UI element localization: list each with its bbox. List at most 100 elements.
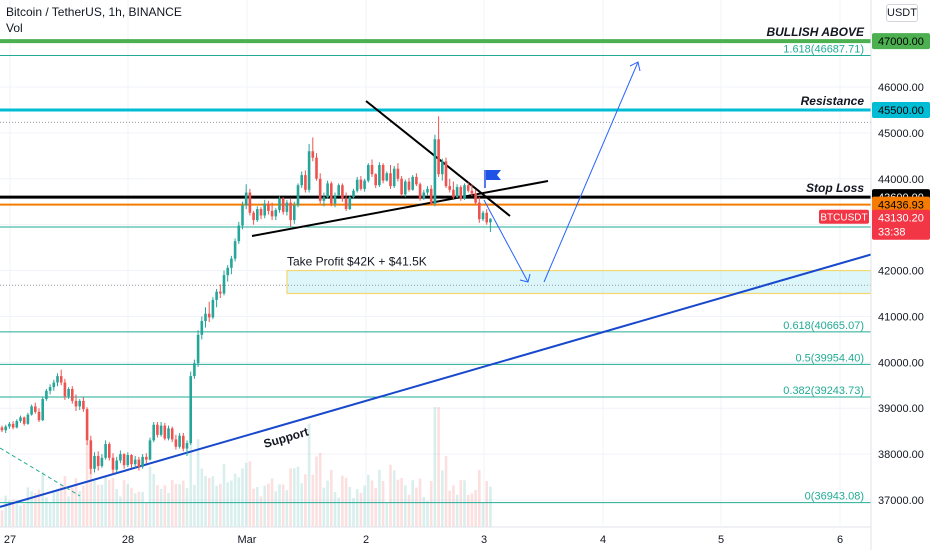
fib-label: 0(36943.08) [805, 491, 864, 503]
volume-bar [307, 423, 311, 527]
volume-bar [204, 476, 207, 527]
volume-bar [318, 453, 322, 527]
candle-body [59, 376, 63, 383]
candle-body [363, 180, 366, 189]
volume-bar [429, 481, 433, 527]
candle-body [145, 456, 148, 460]
candle-body [293, 205, 296, 221]
candle-body [0, 427, 4, 431]
candle-body [367, 165, 370, 181]
fib-label: 0.382(39243.73) [783, 385, 864, 397]
volume-bar [422, 497, 426, 527]
candle-body [156, 424, 159, 435]
volume-bar [481, 503, 485, 527]
volume-bar [466, 495, 470, 527]
candle-body [485, 212, 488, 223]
candle-body [74, 400, 78, 407]
volume-bar [441, 470, 444, 527]
candle-body [119, 454, 122, 461]
volume-bar [119, 496, 122, 527]
take-profit-zone [286, 269, 872, 295]
candle-body [389, 173, 392, 187]
volume-bar [263, 485, 266, 527]
projection-arrow-down [483, 199, 529, 283]
y-tick-label: 37000.00 [878, 495, 924, 507]
candle-body [193, 363, 196, 377]
resistance-price-tag-bg [872, 101, 930, 118]
volume-bar [248, 461, 252, 527]
candle-body [108, 444, 111, 458]
candle-body [141, 456, 144, 467]
candle-body [374, 174, 377, 186]
volume-bar [174, 483, 178, 527]
volume-bar [141, 491, 144, 527]
volume-bar [222, 463, 226, 527]
candle-body [148, 440, 152, 460]
candle-body [348, 197, 352, 210]
candle-body [237, 225, 241, 242]
resistance-price-tag: 45500.00 [878, 105, 924, 117]
candle-body [26, 414, 30, 424]
volume-bar [82, 485, 85, 527]
volume-bar [267, 483, 270, 527]
volume-bar [411, 480, 414, 527]
candle-body [267, 203, 270, 211]
candle-body [355, 179, 359, 191]
candle-body [230, 258, 233, 268]
bullish-price-tag-bg [872, 33, 930, 50]
volume-bar [4, 495, 7, 527]
volume-bar [0, 510, 4, 527]
candle-body [281, 198, 285, 212]
candle-body [300, 175, 303, 186]
ascending-triangle-line [251, 180, 549, 237]
candle-body [207, 313, 211, 318]
volume-bar [133, 493, 137, 527]
candle-body [178, 435, 181, 447]
volume-bar [374, 487, 377, 527]
candle-body [378, 165, 381, 186]
candle-body [204, 313, 207, 322]
volume-bar [348, 486, 352, 527]
candle-body [489, 218, 492, 223]
volume-indicator-label[interactable]: Vol [6, 21, 23, 35]
currency-button[interactable]: USDT [886, 4, 918, 22]
volume-bar [193, 484, 196, 527]
candle-body [200, 321, 204, 335]
candle-body [422, 192, 426, 199]
candle-body [441, 161, 444, 175]
candle-body [126, 455, 130, 466]
volume-bar [148, 466, 152, 527]
candle-body [63, 382, 67, 397]
y-tick-label: 38000.00 [878, 449, 924, 461]
candle-body [411, 176, 414, 190]
orange-price-tag-bg [872, 196, 930, 213]
volume-bar [26, 487, 30, 527]
candle-body [433, 139, 437, 204]
volume-bar [281, 484, 285, 527]
volume-bar [211, 476, 215, 527]
candle-body [48, 387, 52, 391]
volume-bar [145, 503, 148, 527]
volume-bar [89, 442, 93, 527]
candle-body [248, 192, 252, 213]
volume-bar [452, 485, 455, 527]
volume-bar [459, 480, 463, 527]
volume-bar [196, 439, 200, 527]
y-tick-label: 44000.00 [878, 174, 924, 186]
candle-body [418, 184, 422, 199]
candle-body [111, 457, 115, 470]
candle-body [407, 181, 411, 190]
volume-bar [126, 483, 130, 527]
candle-body [215, 291, 218, 300]
candle-body [478, 202, 481, 220]
volume-bar [355, 489, 359, 527]
candle-body [252, 212, 255, 221]
y-tick-label: 46000.00 [878, 82, 924, 94]
volume-bar [45, 497, 48, 527]
fib-label: 1.618(46687.71) [783, 43, 864, 55]
volume-bar [159, 488, 163, 527]
volume-bar [189, 407, 192, 527]
volume-bar [122, 480, 126, 527]
volume-bar [56, 488, 59, 527]
